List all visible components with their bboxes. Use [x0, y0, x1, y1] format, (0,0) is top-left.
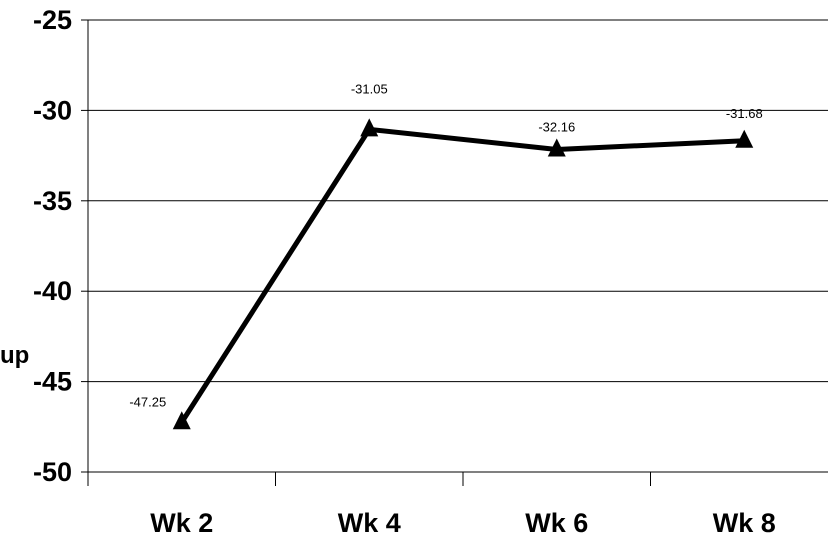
x-tick-label: Wk 6: [525, 508, 588, 538]
series-line: [179, 126, 745, 424]
x-tick-labels: Wk 2 Wk 4 Wk 6 Wk 8: [150, 508, 776, 538]
axes: [81, 19, 828, 486]
triangle-marker: [547, 138, 566, 157]
y-tick-label: -50: [33, 457, 72, 487]
y-tick-label: -30: [33, 95, 72, 125]
x-tick-label: Wk 4: [338, 508, 401, 538]
data-label: -31.68: [726, 106, 763, 121]
data-label: -32.16: [538, 119, 575, 134]
y-tick-label: -25: [33, 5, 72, 35]
series-group: [172, 118, 754, 430]
y-tick-label: -35: [33, 186, 72, 216]
data-label: -31.05: [351, 81, 388, 96]
y-tick-label: -45: [33, 367, 72, 397]
data-label: -47.25: [129, 394, 166, 409]
triangle-marker: [172, 411, 191, 430]
triangle-marker: [360, 118, 379, 137]
y-tick-labels: -25 -30 -35 -40 -45 -50: [33, 5, 72, 487]
y-axis-title: up: [0, 342, 29, 369]
y-tick-label: -40: [33, 276, 72, 306]
x-tick-label: Wk 2: [150, 508, 213, 538]
data-labels: -47.25 -31.05 -32.16 -31.68: [129, 81, 762, 409]
x-tick-label: Wk 8: [713, 508, 776, 538]
triangle-marker: [735, 129, 754, 148]
gridlines: [88, 19, 828, 383]
